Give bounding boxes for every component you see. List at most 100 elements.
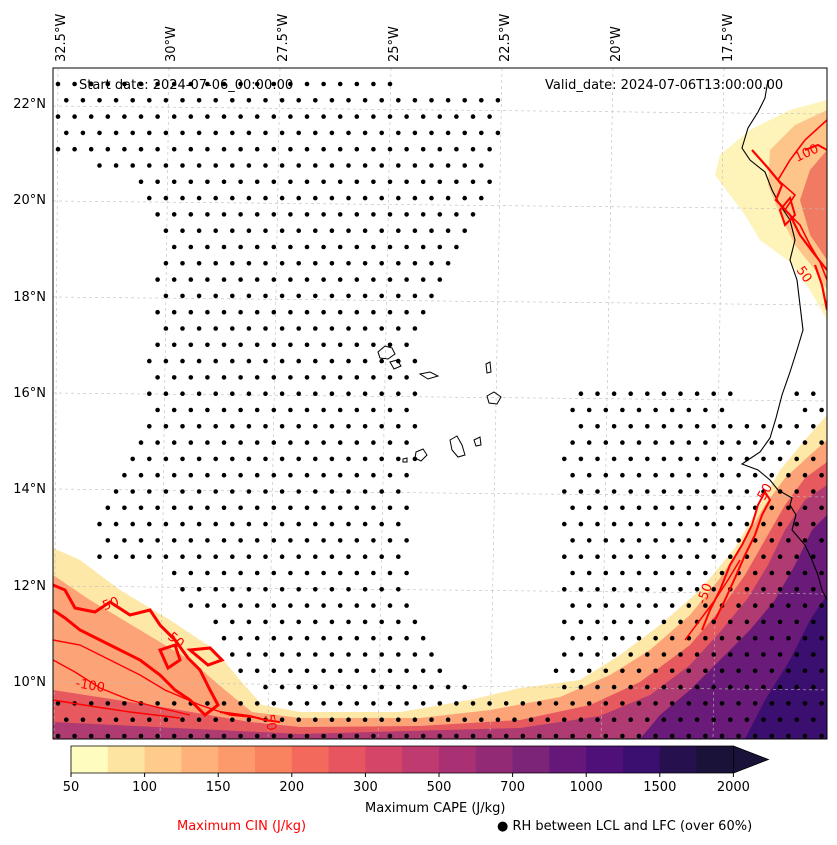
- rh-dot: [254, 407, 260, 413]
- rh-dot: [653, 668, 658, 674]
- rh-dot: [802, 733, 808, 739]
- rh-dot: [188, 309, 194, 315]
- rh-dot: [321, 538, 326, 543]
- rh-dot: [130, 130, 135, 136]
- rh-dot: [163, 130, 169, 136]
- rh-dot: [570, 472, 575, 478]
- rh-dot: [337, 277, 343, 282]
- rh-dot: [205, 472, 210, 478]
- rh-dot: [811, 521, 816, 527]
- rh-dot: [288, 472, 293, 478]
- rh-dot: [379, 130, 385, 136]
- rh-dot: [246, 489, 252, 494]
- rh-dot: [454, 701, 459, 706]
- rh-dot: [412, 652, 418, 657]
- rh-dot: [636, 603, 642, 608]
- island-brava: [402, 457, 408, 463]
- rh-dot: [694, 587, 700, 592]
- rh-dot: [653, 407, 658, 413]
- rh-dot: [412, 261, 418, 266]
- rh-dot: [777, 456, 783, 462]
- rh-dot: [205, 309, 210, 315]
- rh-dot: [761, 684, 766, 690]
- rh-dot: [777, 717, 783, 722]
- rh-dot: [246, 98, 252, 103]
- rh-dot: [321, 668, 326, 674]
- rh-dot: [304, 570, 310, 576]
- rh-dot: [420, 309, 426, 315]
- rh-dot: [429, 293, 434, 299]
- rh-dot: [570, 440, 575, 445]
- rh-dot: [786, 440, 791, 445]
- rh-dot: [254, 146, 260, 152]
- rh-dot: [271, 635, 277, 641]
- rh-dot: [611, 424, 617, 429]
- rh-dot: [279, 587, 285, 592]
- rh-dot: [495, 717, 501, 722]
- lon-label-20w: 20°W: [609, 26, 624, 62]
- rh-dot: [205, 212, 210, 217]
- rh-dot: [487, 733, 492, 739]
- rh-dot: [362, 489, 368, 494]
- rh-dot: [794, 554, 799, 559]
- rh-dot: [163, 424, 169, 429]
- rh-dot: [728, 554, 733, 559]
- rh-dot: [362, 358, 368, 364]
- rh-dot: [445, 261, 451, 266]
- rh-dot: [396, 326, 401, 331]
- rh-dot: [55, 733, 61, 739]
- rh-dot: [371, 277, 376, 282]
- rh-dot: [246, 391, 252, 397]
- rh-dot: [620, 472, 625, 478]
- rh-dot: [263, 554, 268, 559]
- rh-dot: [337, 375, 343, 380]
- rh-dot: [603, 505, 609, 511]
- rh-dot: [761, 619, 766, 625]
- rh-dot: [213, 587, 218, 592]
- rh-dot: [371, 309, 376, 315]
- rh-dot: [254, 244, 260, 250]
- rh-dot: [437, 277, 443, 282]
- rh-dot: [479, 717, 484, 722]
- rh-dot: [570, 407, 575, 413]
- contour-labels: 100 50 -50 -50 -50 -100 50 50: [74, 142, 821, 732]
- rh-dot: [254, 733, 260, 739]
- rh-dot: [728, 521, 733, 527]
- rh-dot: [578, 652, 584, 657]
- rh-dot: [288, 244, 293, 250]
- rh-dot: [769, 668, 775, 674]
- rh-dot: [337, 505, 343, 511]
- rh-dot: [138, 472, 144, 478]
- map-frame: [52, 67, 828, 740]
- rh-dot: [254, 603, 260, 608]
- rh-dot: [454, 146, 459, 152]
- rh-dot: [420, 635, 426, 641]
- rh-dot: [462, 98, 468, 103]
- rh-dot: [811, 652, 816, 657]
- rh-dot: [645, 717, 650, 722]
- rh-dot: [404, 277, 409, 282]
- rh-dot: [620, 538, 625, 543]
- rh-dot: [728, 619, 733, 625]
- rh-dot: [379, 163, 385, 168]
- rh-dot: [188, 603, 194, 608]
- rh-dot: [304, 701, 310, 706]
- rh-dot: [246, 587, 252, 592]
- rh-dot: [379, 684, 385, 690]
- rh-dot: [288, 603, 293, 608]
- rh-dot: [271, 309, 277, 315]
- rh-dot: [329, 130, 335, 136]
- rh-dot: [379, 326, 385, 331]
- rh-dot: [396, 554, 401, 559]
- rh-dot: [703, 505, 708, 511]
- rh-dot: [279, 163, 285, 168]
- rh-dot: [703, 440, 708, 445]
- rh-dot: [570, 668, 575, 674]
- rh-dot: [122, 146, 127, 152]
- colorbar-tick-label: 150: [205, 780, 231, 795]
- rh-dot: [304, 342, 310, 348]
- island-santo-antao: [377, 345, 396, 360]
- rh-dot: [221, 81, 227, 87]
- rh-dot: [155, 342, 160, 348]
- rh-dot: [711, 652, 716, 657]
